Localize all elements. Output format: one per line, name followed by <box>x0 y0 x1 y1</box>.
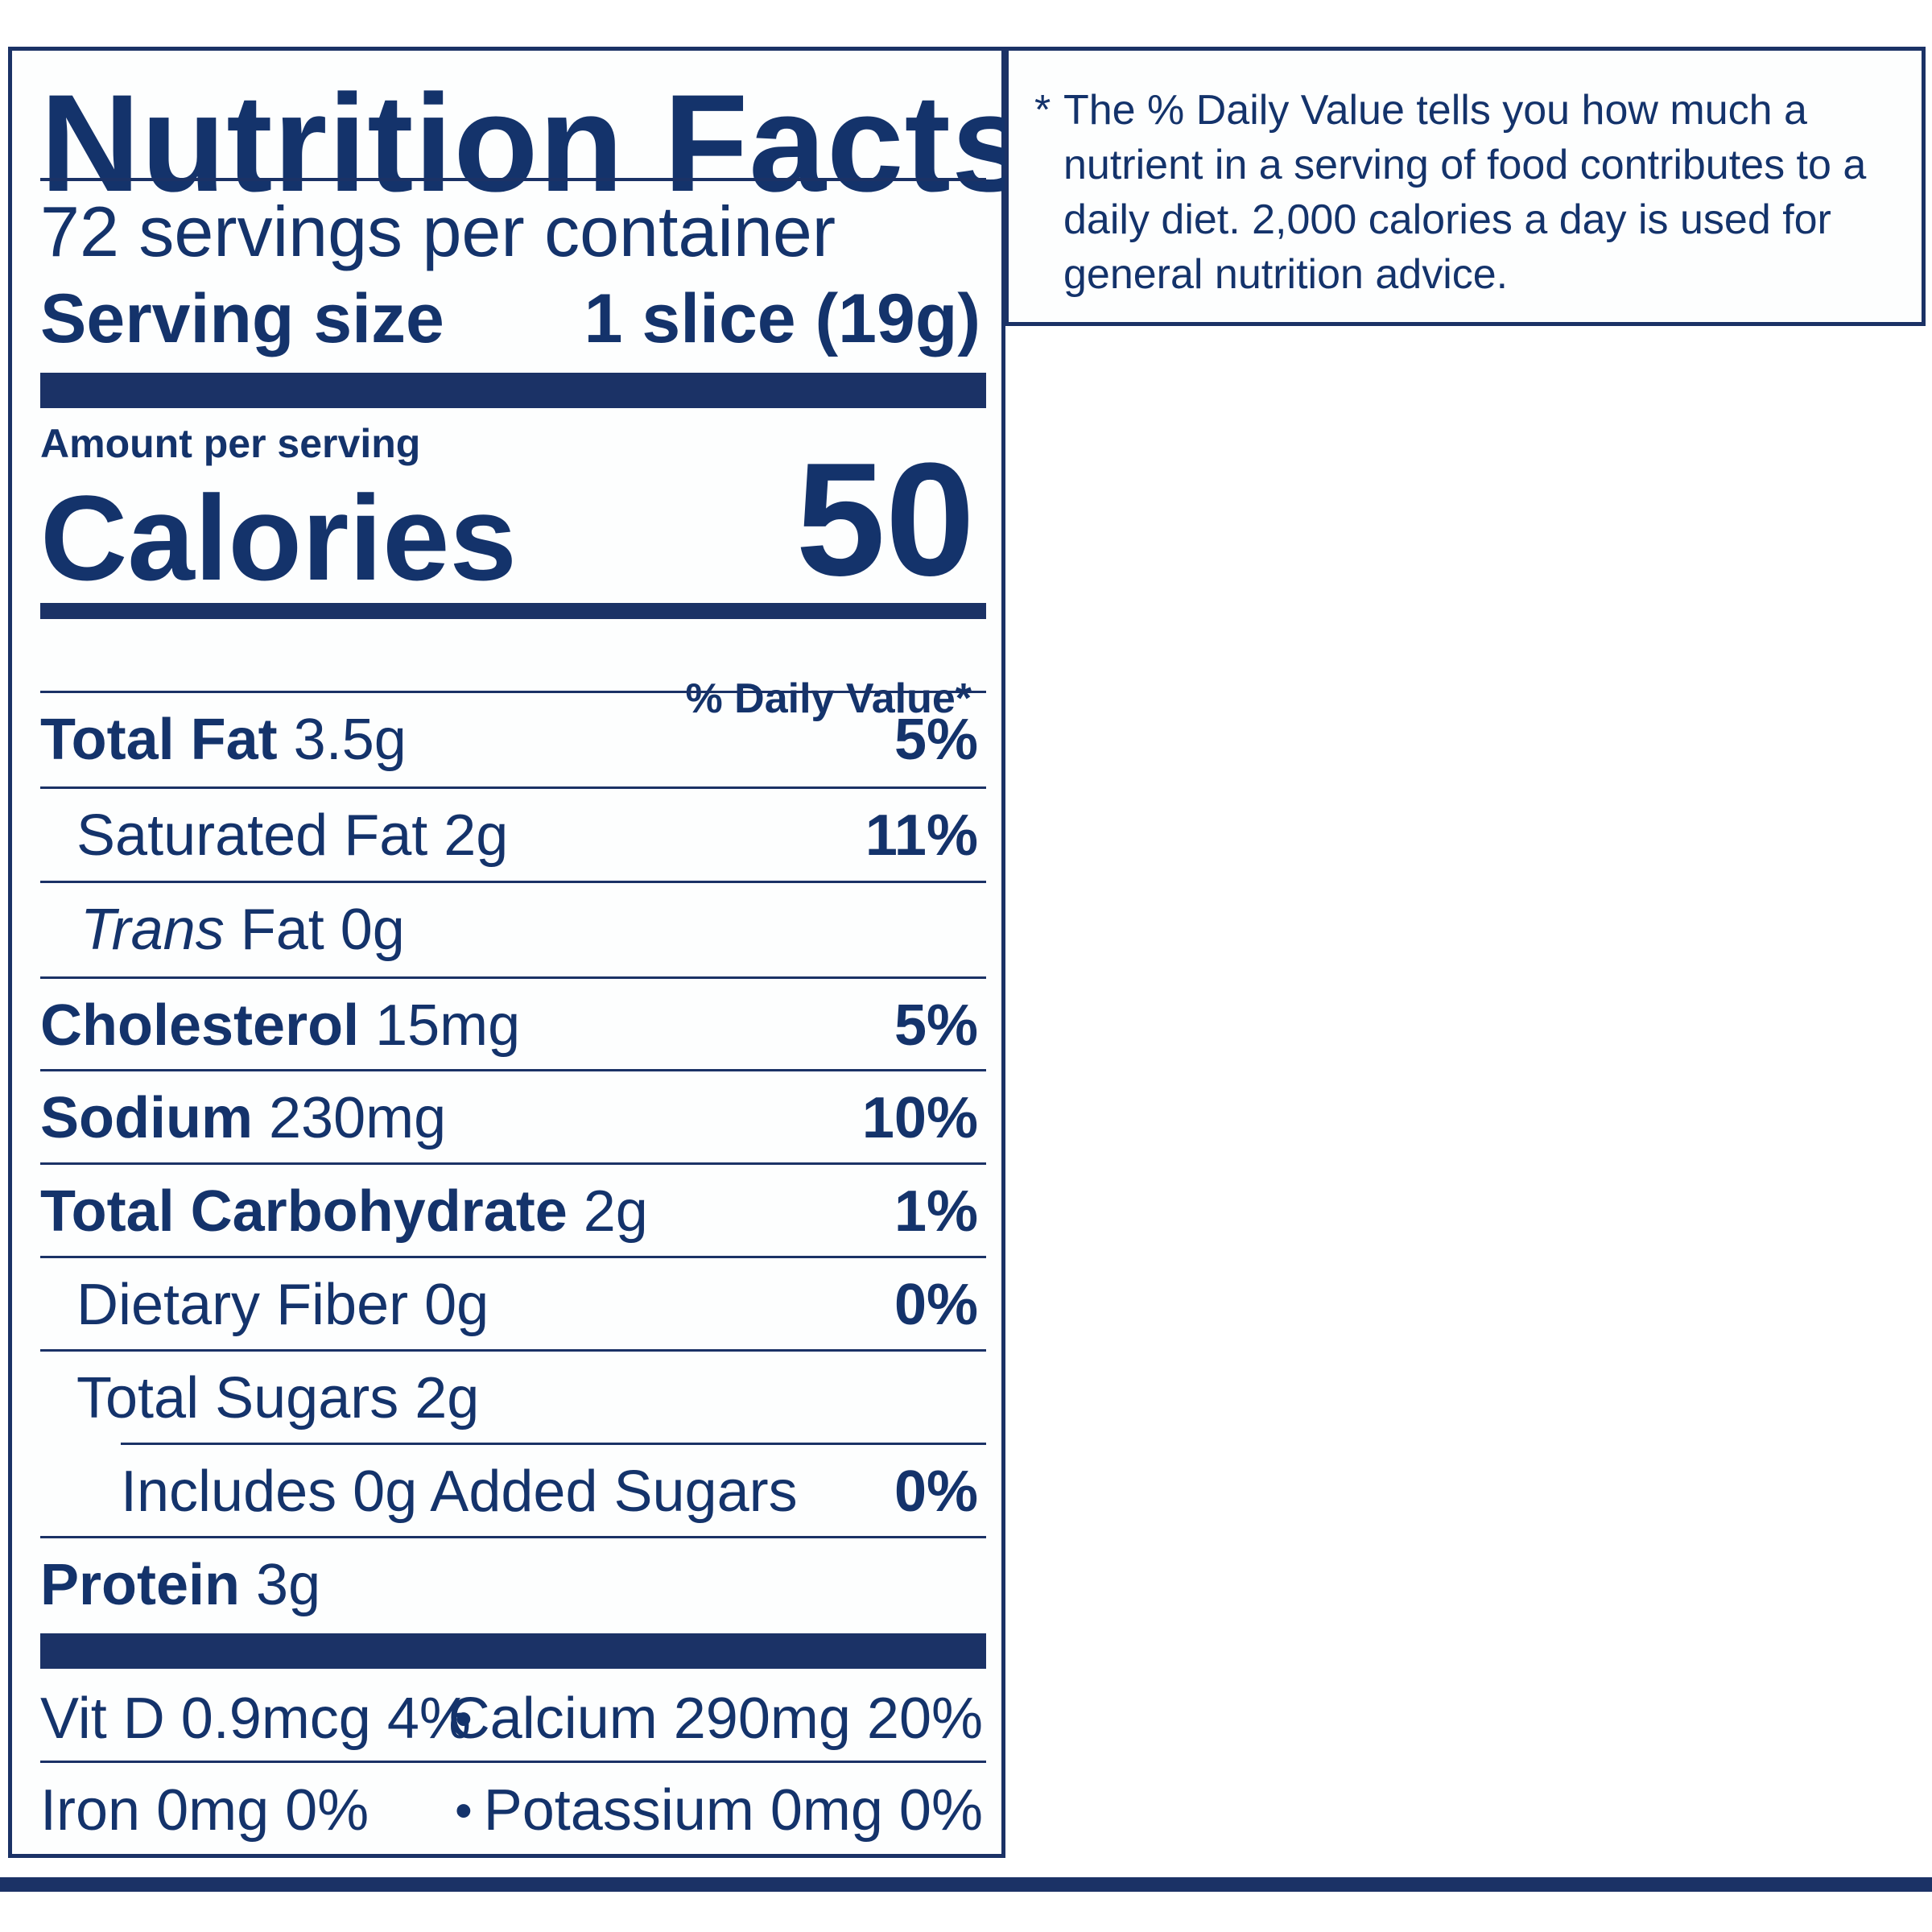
vitamin-row-1: Vit D 0.9mcg 4% • Calcium 290mg 20% <box>40 1672 986 1765</box>
serving-size-row: Serving size 1 slice (19g) <box>40 275 980 363</box>
nutrient-amount: 230mg <box>269 1086 447 1150</box>
title-rule <box>40 178 986 181</box>
nutrient-amount: 3.5g <box>293 708 407 772</box>
potassium: Potassium 0mg 0% <box>483 1778 983 1843</box>
nutrient-name: Total Carbohydrate <box>40 1179 568 1244</box>
label-title: Nutrition Facts <box>40 66 1030 221</box>
nutrient-amount: 2g <box>583 1179 648 1244</box>
nutrient-name-rest: Fat 0g <box>240 898 405 962</box>
rule-row <box>40 1349 986 1352</box>
thick-divider-top <box>40 373 986 408</box>
amount-per-serving: Amount per serving <box>40 421 421 466</box>
rule-row <box>40 1162 986 1165</box>
nutrient-amount: 3g <box>256 1553 321 1617</box>
nutrient-name-italic: Trans <box>80 898 225 962</box>
calories-label: Calories <box>40 470 517 605</box>
rule-row <box>40 1761 986 1763</box>
nutrient-name: Includes 0g Added Sugars <box>121 1459 798 1524</box>
nutrient-dv: 0% <box>894 1273 978 1337</box>
nutrient-row-added-sugars: Includes 0g Added Sugars 0% <box>121 1445 978 1538</box>
nutrient-dv: 5% <box>894 993 978 1058</box>
vitamin-row-2: Iron 0mg 0% • Potassium 0mg 0% <box>40 1764 986 1857</box>
rule-row <box>40 976 986 979</box>
calcium: Calcium 290mg 20% <box>448 1686 983 1751</box>
servings-per-container: 72 servings per container <box>40 192 836 271</box>
nutrient-row-total-sugars: Total Sugars 2g <box>76 1352 978 1445</box>
nutrient-row-trans-fat: Trans Fat 0g <box>80 883 978 976</box>
nutrition-facts-panel: Nutrition Facts 72 servings per containe… <box>8 47 1030 1858</box>
rule-row <box>40 1069 986 1071</box>
nutrient-row-sodium: Sodium 230mg 10% <box>40 1071 978 1165</box>
nutrient-row-cholesterol: Cholesterol 15mg 5% <box>40 979 978 1072</box>
vitamin-d: Vit D 0.9mcg 4% <box>40 1686 471 1751</box>
daily-value-footnote-panel: * The % Daily Value tells you how much a… <box>1005 47 1926 326</box>
footnote-asterisk: * <box>1034 87 1051 134</box>
nutrient-row-dietary-fiber: Dietary Fiber 0g 0% <box>76 1258 978 1352</box>
rule-row <box>40 1256 986 1258</box>
footnote-text: The % Daily Value tells you how much a n… <box>1063 87 1867 298</box>
nutrient-row-protein: Protein 3g <box>40 1538 978 1632</box>
nutrient-amount: 15mg <box>375 993 521 1058</box>
nutrient-dv: 5% <box>894 708 978 772</box>
nutrient-name: Protein <box>40 1553 241 1617</box>
nutrient-row-total-fat: Total Fat 3.5g 5% <box>40 693 978 786</box>
nutrient-name: Total Sugars 2g <box>76 1366 480 1430</box>
iron: Iron 0mg 0% <box>40 1778 369 1843</box>
nutrient-dv: 1% <box>894 1179 978 1244</box>
bottom-stripe <box>0 1877 1932 1892</box>
nutrient-name: Saturated Fat 2g <box>76 803 509 868</box>
rule-row <box>40 786 986 789</box>
rule-row <box>40 881 986 883</box>
rule-row <box>40 1536 986 1538</box>
bullet-separator: • <box>455 1782 473 1839</box>
nutrient-name: Total Fat <box>40 708 278 772</box>
nutrient-name: Cholesterol <box>40 993 360 1058</box>
nutrient-dv: 0% <box>894 1459 978 1524</box>
calories-value: 50 <box>795 430 975 609</box>
bullet-separator: • <box>455 1690 473 1747</box>
nutrient-dv: 11% <box>865 803 978 868</box>
medium-divider <box>40 603 986 619</box>
nutrient-name: Dietary Fiber 0g <box>76 1273 489 1337</box>
nutrient-row-saturated-fat: Saturated Fat 2g 11% <box>76 789 978 882</box>
serving-size-value: 1 slice (19g) <box>584 279 980 357</box>
rule-dv <box>40 691 986 693</box>
thick-divider-bottom <box>40 1633 986 1669</box>
daily-value-header: % Daily Value* <box>685 675 972 722</box>
serving-size-label: Serving size <box>40 279 444 357</box>
nutrient-row-total-carbohydrate: Total Carbohydrate 2g 1% <box>40 1165 978 1258</box>
nutrient-name: Sodium <box>40 1086 253 1150</box>
nutrient-dv: 10% <box>861 1086 978 1150</box>
rule-row-indented <box>121 1443 986 1445</box>
